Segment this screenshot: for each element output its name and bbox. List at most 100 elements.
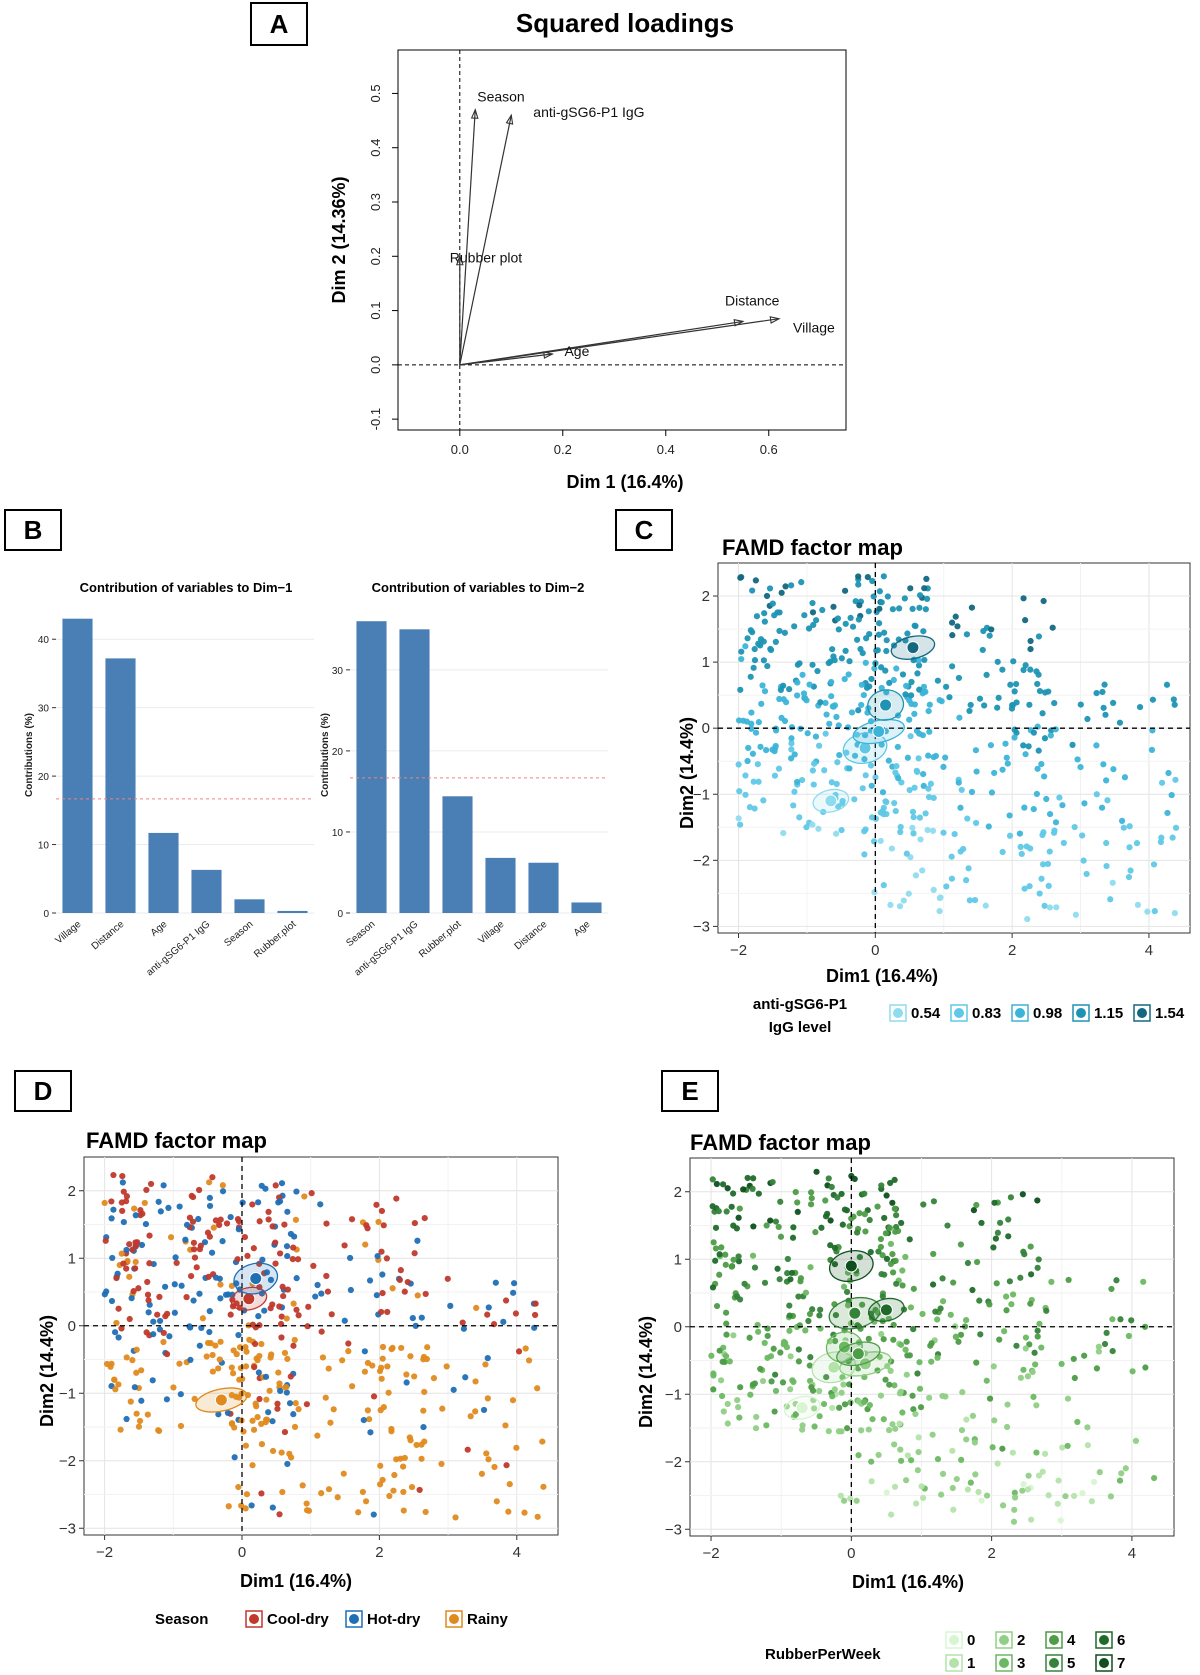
data-point — [957, 804, 964, 811]
data-point — [786, 1312, 793, 1319]
data-point — [289, 1256, 296, 1263]
data-point — [925, 785, 932, 792]
data-point — [359, 1488, 366, 1496]
legend-label: 7 — [1117, 1655, 1125, 1672]
data-point — [884, 593, 891, 600]
y-tick-label-A: 0.2 — [368, 247, 383, 265]
data-point — [866, 630, 873, 638]
x-tick-label: Season — [222, 919, 255, 949]
legend-label: 4 — [1067, 1632, 1076, 1649]
data-point — [821, 767, 828, 774]
data-point — [176, 1360, 183, 1367]
data-point — [730, 1256, 737, 1263]
data-point — [822, 699, 829, 707]
y-tick-label-A: 0.5 — [368, 84, 383, 102]
data-point — [318, 1490, 325, 1497]
data-point — [878, 741, 885, 748]
y-tick-label-A: 0.1 — [368, 302, 383, 320]
data-point — [266, 1387, 273, 1394]
data-point — [452, 1514, 459, 1521]
data-point — [999, 1502, 1007, 1509]
data-point — [744, 757, 751, 765]
data-point — [379, 1271, 386, 1278]
legend-label: 3 — [1017, 1655, 1025, 1672]
data-point — [748, 709, 755, 716]
data-point — [209, 1351, 216, 1359]
data-point — [904, 754, 911, 761]
data-point — [1038, 1344, 1045, 1351]
data-point — [278, 1180, 286, 1187]
data-point — [111, 1329, 119, 1336]
data-point — [1010, 1518, 1018, 1525]
data-point — [750, 778, 757, 785]
data-point — [735, 1258, 743, 1265]
data-point — [1148, 746, 1156, 753]
data-point — [858, 701, 865, 709]
data-point — [809, 661, 816, 668]
data-point — [868, 675, 875, 683]
data-point — [755, 1190, 762, 1197]
x-axis-title-C: Dim1 (16.4%) — [826, 966, 938, 986]
y-tick-label: 0 — [674, 1319, 682, 1336]
data-point — [991, 1417, 998, 1424]
data-point — [136, 1417, 144, 1425]
data-point — [1007, 1194, 1015, 1201]
data-point — [958, 1427, 966, 1434]
data-point — [783, 699, 790, 706]
data-point — [115, 1334, 122, 1341]
data-point — [485, 1456, 492, 1463]
data-point — [868, 1478, 875, 1485]
data-point — [859, 1301, 866, 1308]
data-point — [232, 1393, 240, 1400]
data-point — [862, 659, 869, 666]
data-point — [1109, 1316, 1116, 1323]
x-tick-label-A: 0.6 — [760, 442, 778, 457]
data-point — [782, 583, 789, 590]
data-point — [201, 1239, 209, 1246]
data-point — [745, 744, 752, 752]
data-point — [783, 1344, 790, 1351]
data-point — [219, 1182, 226, 1189]
data-point — [833, 830, 840, 837]
data-point — [1170, 696, 1177, 703]
data-point — [119, 1179, 126, 1186]
legend-label: 0.98 — [1033, 1005, 1062, 1022]
data-point — [929, 1431, 936, 1438]
data-point — [738, 648, 745, 655]
data-point — [277, 1387, 284, 1394]
data-point — [751, 657, 759, 664]
data-point — [899, 1409, 906, 1416]
data-point — [308, 1190, 315, 1197]
data-point — [774, 1265, 781, 1272]
data-point — [888, 845, 895, 852]
data-point — [391, 1471, 398, 1479]
data-point — [752, 729, 760, 736]
data-point — [934, 1316, 941, 1323]
data-point — [196, 1290, 203, 1297]
data-point — [269, 1504, 276, 1511]
data-point — [886, 1381, 893, 1388]
data-point — [796, 1322, 803, 1329]
data-point — [210, 1224, 217, 1231]
data-point — [1030, 1393, 1037, 1401]
y-axis-title-A: Dim 2 (14.36%) — [329, 176, 349, 303]
data-point — [376, 1481, 384, 1488]
data-point — [1052, 726, 1059, 733]
data-point — [505, 1508, 512, 1515]
data-point — [733, 1293, 741, 1300]
data-point — [1116, 1477, 1124, 1484]
data-point — [930, 886, 937, 893]
x-tick-label: 0 — [871, 942, 879, 959]
data-point — [196, 1186, 203, 1194]
data-point — [882, 1230, 889, 1237]
data-point — [799, 671, 806, 678]
legend-swatch — [1049, 1635, 1059, 1645]
data-point — [939, 1470, 947, 1478]
data-point — [920, 1494, 927, 1501]
data-point — [1077, 763, 1084, 771]
data-point — [1003, 754, 1010, 761]
data-point — [1024, 1486, 1031, 1493]
data-point — [373, 1292, 380, 1299]
data-point — [842, 647, 849, 654]
data-point — [794, 1199, 801, 1206]
